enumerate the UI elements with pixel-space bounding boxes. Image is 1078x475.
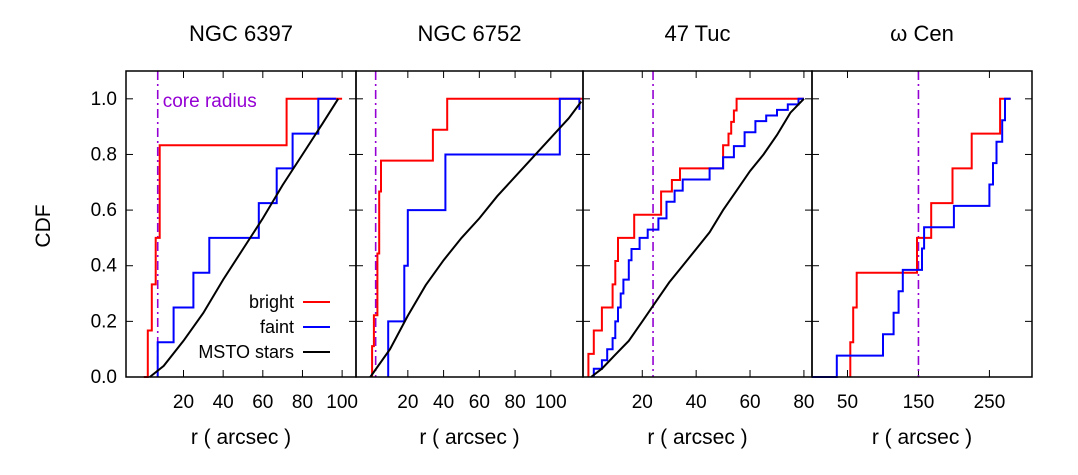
panel-2: NGC 6752 r ( arcsec )20 40 60 80 100	[355, 21, 584, 449]
faint-line	[387, 97, 581, 377]
panel-title: 47 Tuc	[664, 21, 730, 46]
y-tick-label: 0.0	[91, 367, 117, 388]
y-tick-label: 0.8	[91, 144, 117, 165]
x-tick-label: 80	[505, 392, 526, 413]
x-tick-label: 40	[686, 392, 707, 413]
msto-line	[590, 98, 805, 378]
plot-frame	[355, 70, 584, 378]
x-axis-label: r ( arcsec )	[647, 426, 747, 449]
plot-frame	[582, 70, 813, 378]
legend-label: MSTO stars	[198, 342, 294, 362]
bright-line	[587, 97, 804, 377]
panel-title: NGC 6397	[189, 21, 293, 46]
x-tick-label: 40	[213, 392, 234, 413]
x-tick-label: 50	[837, 392, 858, 413]
x-axis-label: r ( arcsec )	[191, 426, 291, 449]
msto-line	[149, 98, 340, 378]
panel-title: NGC 6752	[418, 21, 522, 46]
bright-line	[143, 97, 343, 378]
y-tick-label: 0.6	[91, 200, 117, 221]
panel-1: NGC 6397 r ( arcsec ) 0.0 0.2 0.4 0.6 0.8 1.0 20…	[91, 21, 358, 449]
y-tick-label: 1.0	[91, 89, 117, 110]
x-tick-label: 100	[326, 392, 358, 413]
y-axis-label: CDF	[32, 204, 55, 247]
panel-3: 47 Tuc r ( arcsec ) 20 40 60 80	[582, 21, 814, 449]
bright-line	[849, 97, 1011, 377]
x-tick-label: 20	[173, 392, 194, 413]
legend-label: bright	[249, 292, 294, 312]
y-tick-label: 0.2	[91, 311, 117, 332]
faint-line	[156, 97, 337, 377]
legend-label: faint	[260, 317, 294, 337]
x-tick-label: 60	[469, 392, 490, 413]
x-tick-label: 80	[793, 392, 814, 413]
legend: bright faint MSTO stars	[198, 292, 330, 362]
x-tick-label: 100	[535, 392, 567, 413]
x-tick-label: 20	[397, 392, 418, 413]
panels: NGC 6397 r ( arcsec ) 0.0 0.2 0.4 0.6 0.8 1.0 20…	[91, 21, 1033, 449]
x-tick-label: 250	[974, 392, 1006, 413]
faint-line	[812, 97, 1011, 378]
panel-title: ω Cen	[890, 21, 954, 46]
x-tick-label: 40	[433, 392, 454, 413]
x-tick-label: 60	[739, 392, 760, 413]
x-tick-label: 80	[292, 392, 313, 413]
x-axis-label: r ( arcsec )	[872, 426, 972, 449]
core-radius-annotation: core radius	[163, 91, 257, 112]
x-tick-label: 20	[632, 392, 653, 413]
msto-line	[369, 101, 583, 378]
x-axis-label: r ( arcsec )	[419, 426, 519, 449]
faint-line	[592, 97, 804, 377]
x-tick-label: 60	[252, 392, 273, 413]
panel-4: ω Cen r ( arcsec ) 50 150 250	[811, 21, 1033, 449]
x-tick-label: 150	[903, 392, 935, 413]
plot-frame	[811, 70, 1033, 378]
bright-line	[371, 97, 583, 377]
y-tick-label: 0.4	[91, 256, 118, 277]
